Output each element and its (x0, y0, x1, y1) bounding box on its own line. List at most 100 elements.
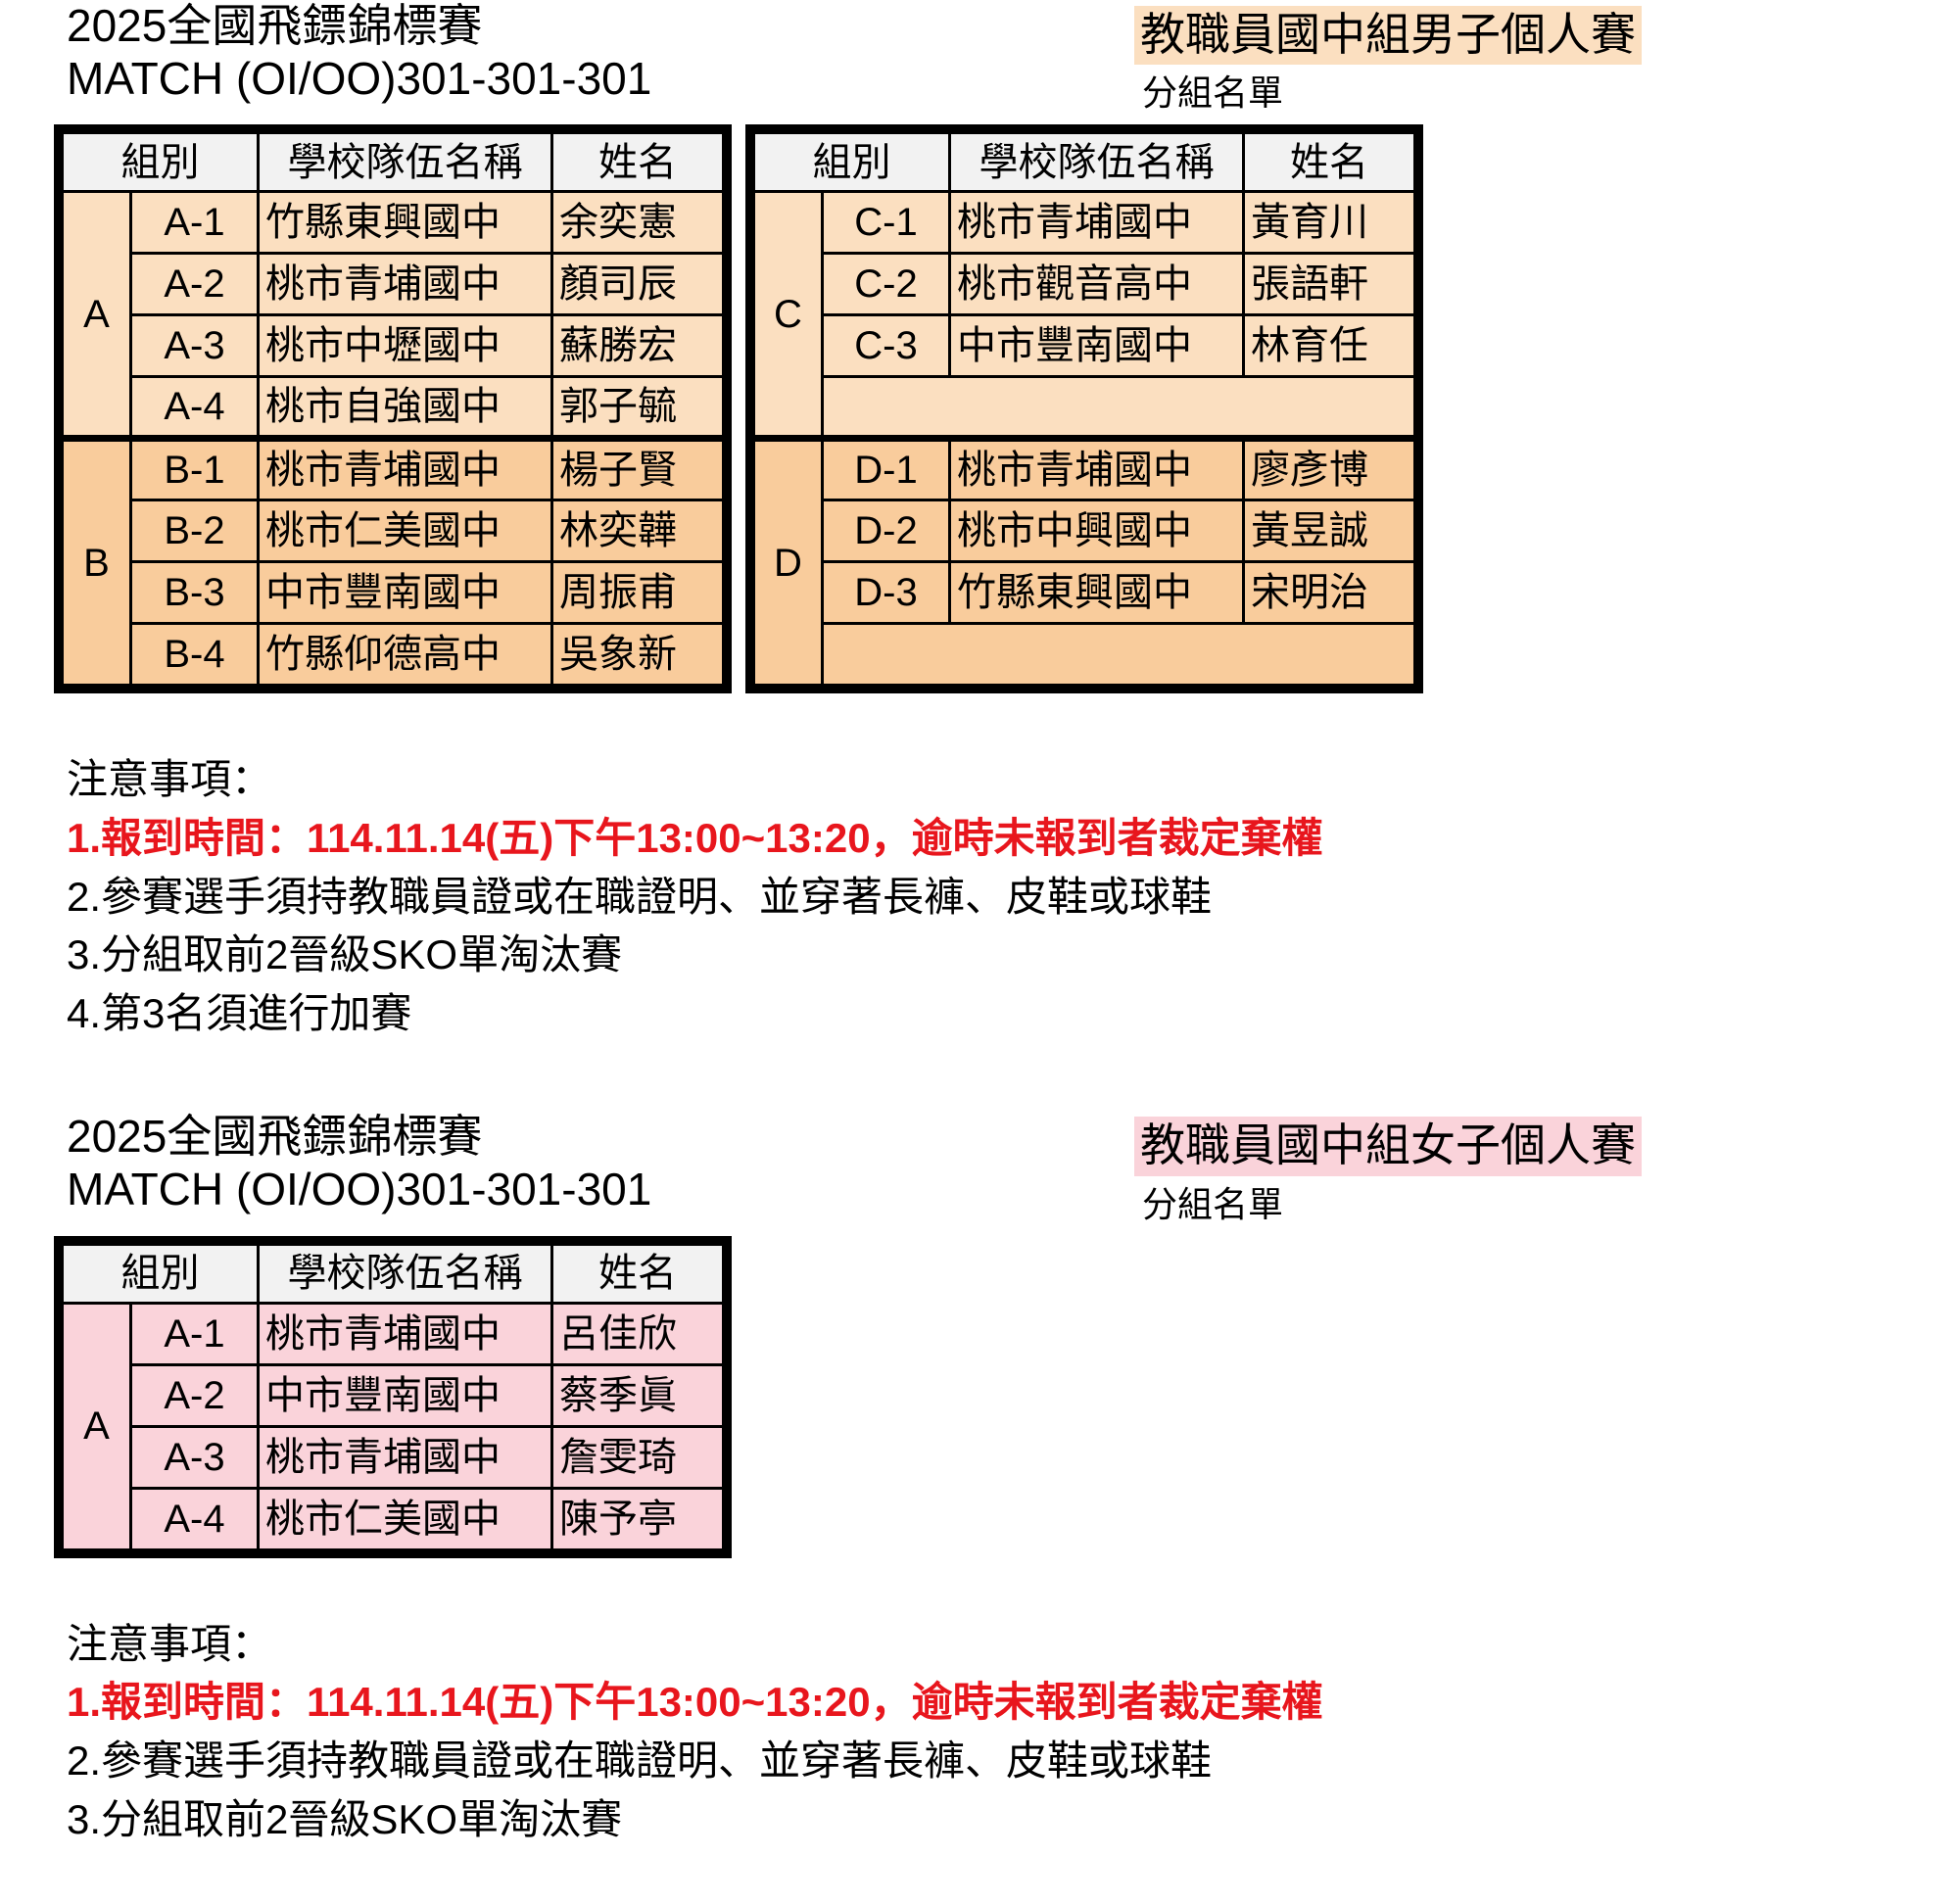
group-label-A: A (61, 190, 132, 441)
cell-code: A-2 (129, 252, 260, 317)
table-row: B-3 中市豐南國中 周振甫 (63, 560, 725, 626)
cell-team: 桃市青埔國中 (948, 190, 1245, 256)
cell-code: A-3 (129, 313, 260, 379)
group-table: 組別 學校隊伍名稱 姓名 C C-1 桃市青埔國中 黃育川 C-2 桃市觀音高中 張語軒 C-3 中市… (745, 124, 1423, 694)
column-header-group: 組別 (61, 131, 260, 194)
section-women: 2025全國飛鏢錦標賽 MATCH (OI/OO)301-301-301 教職員國中… (0, 1111, 1959, 1848)
section-men: 2025全國飛鏢錦標賽 MATCH (OI/OO)301-301-301 教職員國中… (0, 0, 1959, 1042)
match-subtitle: MATCH (OI/OO)301-301-301 (67, 1164, 652, 1215)
cell-code: B-4 (129, 622, 260, 688)
cell-name: 廖彥博 (1242, 435, 1416, 502)
column-header-group: 組別 (61, 1242, 260, 1305)
category-block: 教職員國中組男子個人賽 分組名單 (1134, 0, 1920, 115)
section-header: 2025全國飛鏢錦標賽 MATCH (OI/OO)301-301-301 教職員國中… (0, 0, 1959, 115)
cell-name: 陳予亭 (550, 1486, 725, 1551)
table-row: A-3 桃市青埔國中 詹雯琦 (63, 1424, 725, 1490)
cell-code: C-3 (821, 313, 951, 379)
cell-name: 吳象新 (550, 622, 725, 688)
empty-cell (821, 375, 1416, 441)
group-label-B: B (61, 435, 132, 688)
cell-code: D-2 (821, 499, 951, 564)
grid-table: 組別 學校隊伍名稱 姓名 A A-1 竹縣東興國中 余奕憲 A-2 桃市青埔國中 顏司辰 A-3 桃市… (61, 131, 725, 688)
table-row: D D-1 桃市青埔國中 廖彥博 (752, 435, 1416, 688)
cell-code: A-4 (129, 1486, 260, 1551)
table-row (754, 622, 1416, 688)
section-header: 2025全國飛鏢錦標賽 MATCH (OI/OO)301-301-301 教職員國中… (0, 1111, 1959, 1225)
notes-block: 注意事項： 1.報到時間：114.11.14(五)下午13:00~13:20，逾時… (0, 750, 1959, 1042)
tables-wrapper: 組別 學校隊伍名稱 姓名 A A-1 桃市青埔國中 呂佳欣 A-2 中市豐南國中 蔡季眞 A-3 桃市… (0, 1235, 1959, 1558)
note-line-2: 2.參賽選手須持教職員證或在職證明、並穿著長褲、皮鞋或球鞋 (67, 873, 1213, 920)
table-row: A-4 桃市仁美國中 陳予亭 (63, 1486, 725, 1551)
cell-team: 中市豐南國中 (948, 313, 1245, 379)
cell-name: 張語軒 (1242, 252, 1416, 317)
column-header-name: 姓名 (550, 1242, 725, 1305)
cell-name: 林奕韡 (550, 499, 725, 564)
cell-team: 桃市青埔國中 (257, 1424, 553, 1490)
page-title: 2025全國飛鏢錦標賽 (67, 0, 483, 51)
table-row: A-3 桃市中壢國中 蘇勝宏 (63, 313, 725, 379)
note-line-1: 1.報到時間：114.11.14(五)下午13:00~13:20，逾時未報到者裁… (67, 1679, 1323, 1726)
group-label-A: A (61, 1301, 132, 1551)
table-row: B-4 竹縣仰德高中 吳象新 (63, 622, 725, 688)
cell-name: 楊子賢 (550, 435, 725, 502)
cell-team: 桃市仁美國中 (257, 1486, 553, 1551)
cell-code: D-1 (821, 435, 951, 502)
table-row (754, 375, 1416, 441)
column-header-team: 學校隊伍名稱 (257, 131, 553, 194)
grid-table: 組別 學校隊伍名稱 姓名 A A-1 桃市青埔國中 呂佳欣 A-2 中市豐南國中 蔡季眞 A-3 桃市… (61, 1242, 725, 1551)
cell-code: A-3 (129, 1424, 260, 1490)
cell-team: 桃市中壢國中 (257, 313, 553, 379)
table-row: A A-1 桃市青埔國中 呂佳欣 (61, 1301, 725, 1551)
notes-title: 注意事項： (67, 756, 273, 803)
group-table: 組別 學校隊伍名稱 姓名 A A-1 桃市青埔國中 呂佳欣 A-2 中市豐南國中 蔡季眞 A-3 桃市… (54, 1235, 732, 1558)
cell-name: 蘇勝宏 (550, 313, 725, 379)
cell-team: 桃市自強國中 (257, 375, 553, 441)
cell-name: 詹雯琦 (550, 1424, 725, 1490)
cell-team: 竹縣仰德高中 (257, 622, 553, 688)
cell-name: 蔡季眞 (550, 1362, 725, 1428)
grid-table: 組別 學校隊伍名稱 姓名 C C-1 桃市青埔國中 黃育川 C-2 桃市觀音高中 張語軒 C-3 中市… (752, 131, 1416, 688)
cell-team: 中市豐南國中 (257, 1362, 553, 1428)
notes-title: 注意事項： (67, 1620, 273, 1667)
cell-team: 竹縣東興國中 (948, 560, 1245, 626)
column-header-group: 組別 (752, 131, 951, 194)
group-table: 組別 學校隊伍名稱 姓名 A A-1 竹縣東興國中 余奕憲 A-2 桃市青埔國中 顏司辰 A-3 桃市… (54, 124, 732, 694)
table-row: A A-1 竹縣東興國中 余奕憲 (61, 190, 725, 441)
category-block: 教職員國中組女子個人賽 分組名單 (1134, 1111, 1920, 1225)
page-title: 2025全國飛鏢錦標賽 (67, 1111, 483, 1163)
note-line-2: 2.參賽選手須持教職員證或在職證明、並穿著長褲、皮鞋或球鞋 (67, 1737, 1213, 1784)
category-subtitle: 分組名單 (1142, 1183, 1284, 1224)
cell-code: B-2 (129, 499, 260, 564)
cell-name: 郭子毓 (550, 375, 725, 441)
tables-wrapper: 組別 學校隊伍名稱 姓名 A A-1 竹縣東興國中 余奕憲 A-2 桃市青埔國中 顏司辰 A-3 桃市… (0, 124, 1959, 694)
column-header-team: 學校隊伍名稱 (257, 1242, 553, 1305)
group-label-D: D (752, 435, 824, 688)
section-spacer (0, 1042, 1959, 1111)
note-line-3: 3.分組取前2晉級SKO單淘汰賽 (67, 931, 623, 978)
cell-code: B-3 (129, 560, 260, 626)
title-block: 2025全國飛鏢錦標賽 MATCH (OI/OO)301-301-301 (67, 0, 1134, 106)
cell-team: 桃市中興國中 (948, 499, 1245, 564)
note-line-1: 1.報到時間：114.11.14(五)下午13:00~13:20，逾時未報到者裁… (67, 814, 1323, 861)
cell-name: 黃昱誠 (1242, 499, 1416, 564)
table-row: A-2 桃市青埔國中 顏司辰 (63, 252, 725, 317)
table-row: B-2 桃市仁美國中 林奕韡 (63, 499, 725, 564)
cell-name: 林育任 (1242, 313, 1416, 379)
title-block: 2025全國飛鏢錦標賽 MATCH (OI/OO)301-301-301 (67, 1111, 1134, 1216)
column-header-name: 姓名 (1242, 131, 1416, 194)
cell-code: B-1 (129, 435, 260, 502)
cell-code: A-4 (129, 375, 260, 441)
cell-name: 余奕憲 (550, 190, 725, 256)
cell-code: D-3 (821, 560, 951, 626)
cell-code: A-1 (129, 190, 260, 256)
table-row: C-2 桃市觀音高中 張語軒 (754, 252, 1416, 317)
cell-team: 桃市青埔國中 (948, 435, 1245, 502)
table-row: D-3 竹縣東興國中 宋明治 (754, 560, 1416, 626)
cell-code: A-2 (129, 1362, 260, 1428)
table-row: D-2 桃市中興國中 黃昱誠 (754, 499, 1416, 564)
note-line-3: 3.分組取前2晉級SKO單淘汰賽 (67, 1795, 623, 1842)
column-header-name: 姓名 (550, 131, 725, 194)
cell-team: 中市豐南國中 (257, 560, 553, 626)
note-line-4: 4.第3名須進行加賽 (67, 989, 412, 1036)
